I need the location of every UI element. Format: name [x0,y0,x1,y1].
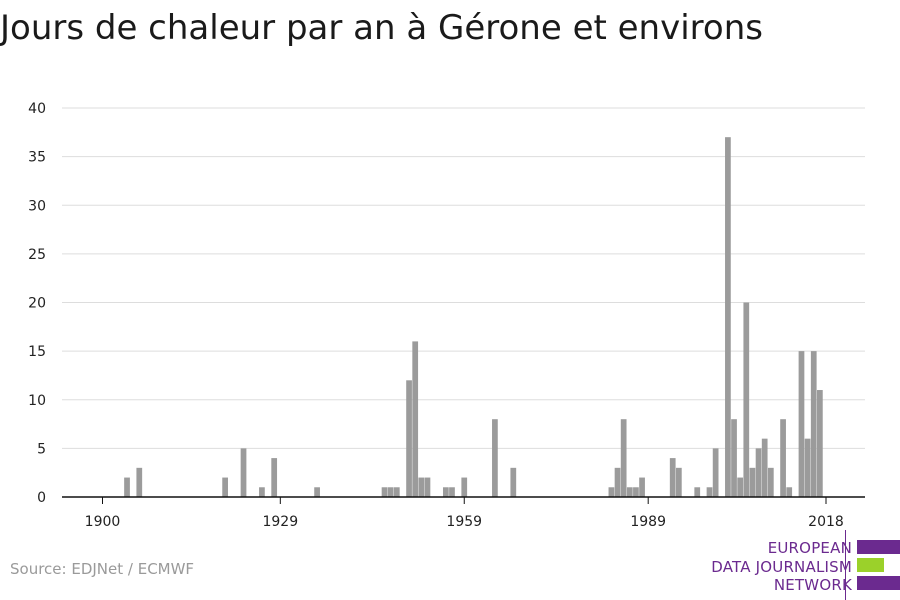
y-tick-label: 5 [37,441,46,457]
y-tick-label: 25 [28,247,46,263]
bar [492,419,498,497]
heat-days-bar-chart: 0 5 10 15 20 25 30 35 40 1900 1929 1959 1989 2018 [28,101,865,530]
logo-bar-purple-top [857,540,900,554]
bar [124,477,130,497]
logo-bar-green [857,558,884,572]
logo-text: EUROPEAN DATA JOURNALISM NETWORK [711,539,852,595]
bars [124,137,823,498]
y-tick-label: 0 [37,490,46,506]
logo-bar-purple-bottom [857,576,900,590]
bar [725,137,731,498]
bar [798,351,805,497]
bar [449,487,455,497]
bar [608,487,615,497]
bar [761,438,768,497]
bar [418,477,425,497]
bar [817,390,823,497]
bar [259,487,265,497]
bar [675,467,682,497]
x-tick-label: 1959 [446,514,482,530]
bar [412,341,419,497]
x-tick-label: 2018 [808,514,844,530]
y-tick-label: 15 [28,344,46,360]
x-tick-label: 1989 [630,514,666,530]
bar [767,467,774,497]
x-tick-label: 1929 [262,514,298,530]
bar [810,351,817,497]
bar [639,477,645,497]
x-tick-label: 1900 [85,514,121,530]
bar [387,487,394,497]
y-tick-label: 35 [28,150,46,166]
bar [136,467,143,497]
x-axis: 1900 1929 1959 1989 2018 [62,496,865,530]
bar [780,419,786,497]
y-tick-label: 30 [28,198,46,214]
bar [712,448,719,497]
bar [614,467,621,497]
y-axis-tick-labels: 0 5 10 15 20 25 30 35 40 [28,101,46,506]
logo-line-1: EUROPEAN [767,539,852,557]
bar [442,487,449,497]
bar [510,467,517,497]
bar [737,477,744,497]
logo-line-3: NETWORK [773,576,852,594]
bar [381,487,388,497]
bar [749,467,756,497]
bar [222,477,228,497]
chart-title: Jours de chaleur par an à Gérone et envi… [0,8,763,48]
source-note: Source: EDJNet / ECMWF [10,560,195,578]
y-tick-label: 20 [28,296,46,312]
bar [755,448,762,497]
bar [786,487,793,497]
bar [804,438,811,497]
bar [314,487,320,497]
bar [406,380,412,497]
edjnet-logo: EUROPEAN DATA JOURNALISM NETWORK [700,530,900,600]
bar [669,458,676,497]
bar [240,448,247,497]
bar [743,302,750,497]
bar [393,487,400,497]
bar [706,487,713,497]
y-tick-label: 40 [28,101,46,117]
bar [461,477,468,497]
logo-line-2: DATA JOURNALISM [711,557,852,576]
bar [424,477,431,497]
bar [626,487,633,497]
y-tick-label: 10 [28,393,46,409]
bar [731,419,737,497]
bar [633,487,639,497]
bar [271,458,278,497]
logo-divider [845,530,846,600]
gridlines [62,107,865,449]
bar [694,487,701,497]
bar [620,419,627,497]
